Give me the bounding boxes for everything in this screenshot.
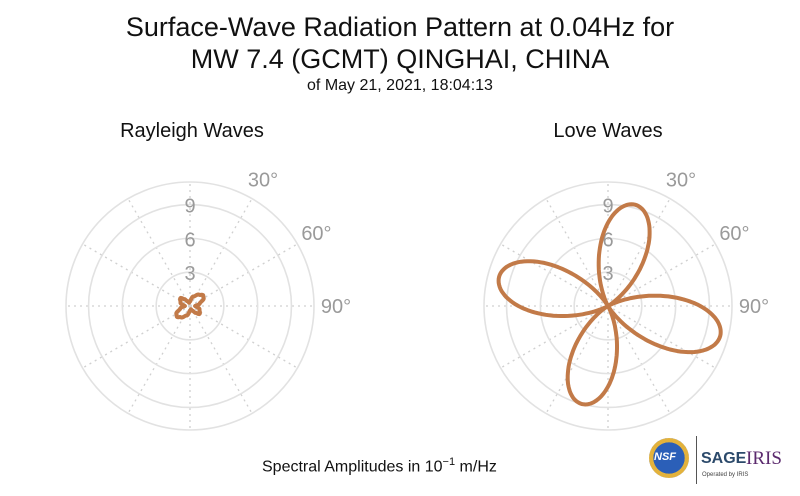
grid-spoke [607,305,716,369]
chart-subtitle: of May 21, 2021, 18:04:13 [307,77,493,94]
love-panel-title: Love Waves [553,120,663,142]
grid-spoke [189,305,298,369]
radial-tick-label: 9 [602,196,613,218]
radial-tick-label: 9 [184,196,195,218]
grid-spoke [189,243,298,307]
nsf-logo-text: NSF [654,451,676,463]
love-polar-plot: 3 6 9 30° 60° 90° [483,170,769,431]
grid-spoke [607,305,671,414]
grid-outer-ring [483,181,733,431]
angle-tick-label: 90° [739,296,769,318]
grid-spoke [545,198,609,307]
sage-logo-text: SAGE [701,450,747,467]
footer-exponent: −1 [442,456,456,468]
grid-spoke [500,305,609,369]
radial-tick-label: 3 [184,263,195,285]
grid-spoke [189,198,253,307]
grid-spoke [189,305,253,414]
rayleigh-panel-title: Rayleigh Waves [120,120,264,142]
angle-tick-label: 30° [248,170,278,192]
grid-spoke [127,305,191,414]
amplitude-units-label: Spectral Amplitudes in 10−1 m/Hz [262,456,497,476]
grid-spoke [607,243,716,307]
operated-by-text: Operated by IRIS [702,472,749,478]
angle-tick-label: 60° [719,223,749,245]
grid-spoke [82,243,191,307]
rayleigh-pattern-curve [174,292,206,320]
grid-spoke [127,198,191,307]
logo-divider [696,436,697,484]
radial-tick-label: 6 [602,229,613,251]
grid-outer-ring [65,181,315,431]
grid-ring [121,237,259,375]
angle-tick-label: 90° [321,296,351,318]
grid-ring [573,271,643,341]
iris-logo-text: IRIS [746,448,782,469]
grid-ring [539,237,677,375]
grid-ring [155,271,225,341]
angle-tick-label: 30° [666,170,696,192]
chart-title-line2: MW 7.4 (GCMT) QINGHAI, CHINA [190,44,610,74]
grid-ring [87,203,293,409]
footer-prefix: Spectral Amplitudes in 10 [262,458,443,476]
radial-tick-label: 3 [602,263,613,285]
nsf-logo [649,438,689,478]
rayleigh-polar-plot: 3 6 9 30° 60° 90° [65,170,351,431]
radial-tick-label: 6 [184,229,195,251]
grid-spoke [500,243,609,307]
grid-spoke [607,198,671,307]
grid-spoke [82,305,191,369]
grid-spoke [545,305,609,414]
grid-ring [505,203,711,409]
love-pattern-curve [496,202,723,407]
footer-suffix: m/Hz [455,458,497,476]
chart-title: Surface-Wave Radiation Pattern at 0.04Hz… [125,12,675,42]
angle-tick-label: 60° [301,223,331,245]
sponsor-logos: NSF SAGE IRIS Operated by IRIS [645,436,795,488]
